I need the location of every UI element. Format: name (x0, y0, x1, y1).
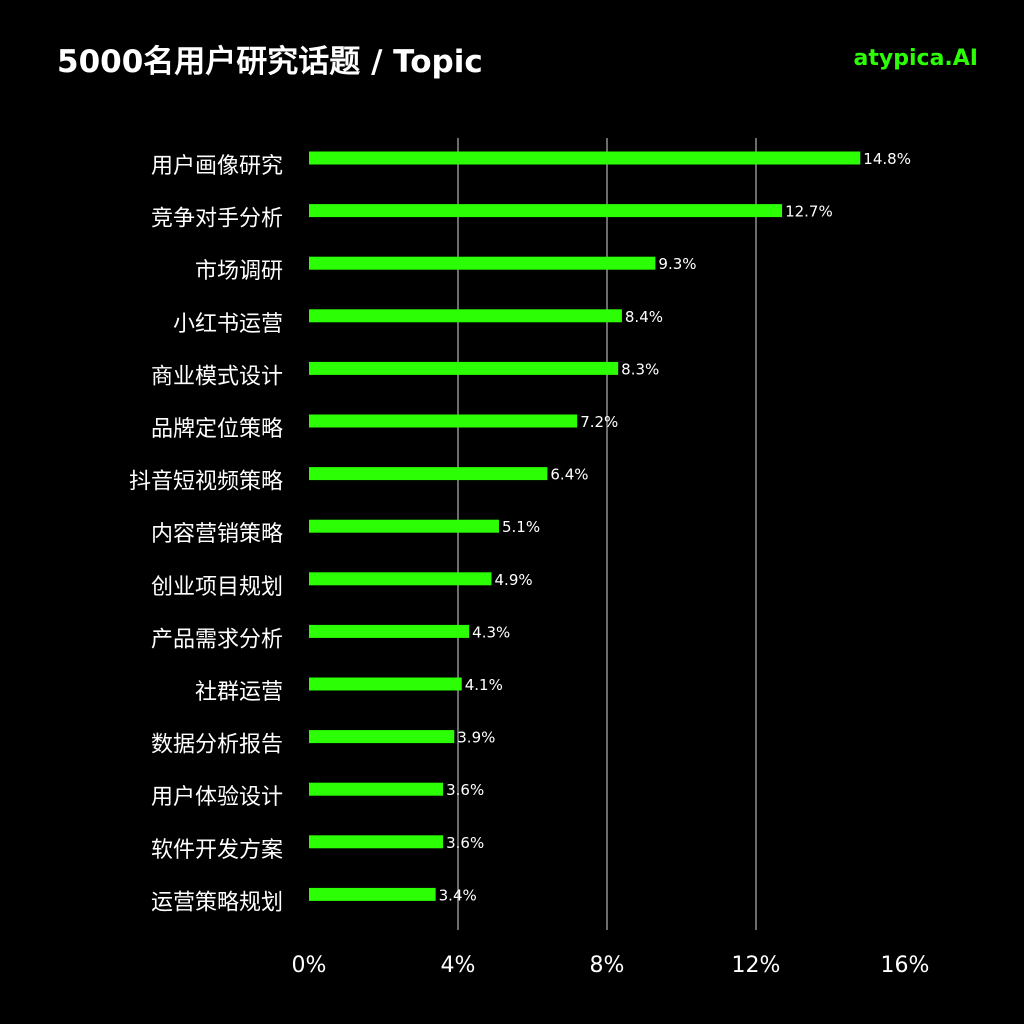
category-label: 用户画像研究 (151, 154, 283, 179)
bar (309, 677, 462, 691)
x-tick-label: 4% (441, 953, 476, 978)
value-label: 4.9% (495, 571, 533, 589)
bar (309, 887, 436, 901)
value-label: 5.1% (502, 518, 540, 536)
bar (309, 467, 548, 481)
bar (309, 414, 578, 428)
brand-logo-text: atypica.AI (853, 46, 978, 71)
bar (309, 835, 444, 849)
value-label: 9.3% (658, 255, 696, 273)
category-label: 竞争对手分析 (151, 207, 283, 232)
value-label: 12.7% (785, 203, 833, 221)
bar (309, 782, 444, 796)
bar (309, 204, 783, 218)
x-tick-label: 8% (590, 953, 625, 978)
x-tick-label: 12% (732, 953, 781, 978)
value-label: 3.6% (446, 834, 484, 852)
value-label: 14.8% (863, 150, 911, 168)
bar (309, 624, 470, 638)
category-label: 用户体验设计 (151, 785, 283, 810)
category-label: 小红书运营 (173, 312, 283, 337)
value-label: 3.4% (439, 886, 477, 904)
category-label: 数据分析报告 (151, 733, 283, 758)
bar (309, 361, 619, 375)
category-label: 品牌定位策略 (151, 417, 283, 442)
category-label: 产品需求分析 (151, 627, 283, 652)
bar (309, 256, 656, 270)
chart-title: 5000名用户研究话题 / Topic (57, 44, 483, 80)
bar (309, 151, 861, 165)
value-label: 8.4% (625, 308, 663, 326)
x-tick-label: 16% (881, 953, 930, 978)
value-label: 7.2% (580, 413, 618, 431)
value-label: 3.9% (457, 729, 495, 747)
bar (309, 519, 499, 533)
value-label: 3.6% (446, 781, 484, 799)
category-label: 商业模式设计 (151, 364, 283, 389)
bar (309, 730, 455, 744)
category-label: 运营策略规划 (151, 890, 283, 915)
value-label: 4.1% (465, 676, 503, 694)
bar (309, 572, 492, 586)
category-label: 社群运营 (195, 680, 283, 705)
x-tick-label: 0% (292, 953, 327, 978)
category-label: 内容营销策略 (151, 522, 283, 547)
category-label: 软件开发方案 (151, 838, 283, 863)
value-label: 4.3% (472, 623, 510, 641)
category-label: 市场调研 (195, 259, 283, 284)
value-label: 6.4% (550, 466, 588, 484)
value-label: 8.3% (621, 360, 659, 378)
bar (309, 309, 622, 323)
category-label: 创业项目规划 (151, 575, 283, 600)
category-label: 抖音短视频策略 (129, 470, 283, 495)
